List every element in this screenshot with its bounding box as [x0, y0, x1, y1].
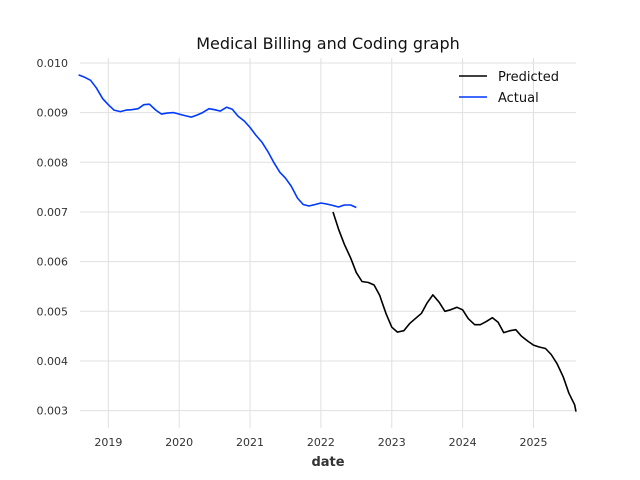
x-tick-label: 2021 — [236, 436, 264, 449]
y-tick-label: 0.006 — [37, 256, 69, 269]
y-tick-label: 0.007 — [37, 206, 69, 219]
chart-title: Medical Billing and Coding graph — [196, 34, 460, 53]
y-tick-label: 0.009 — [37, 107, 69, 120]
series-line-actual — [78, 74, 357, 209]
legend: Predicted Actual — [459, 70, 559, 106]
grid — [80, 58, 576, 428]
x-tick-label: 2020 — [165, 436, 193, 449]
x-axis-ticks: 2019 2020 2021 2022 2023 2024 2025 — [94, 436, 547, 449]
legend-label-actual: Actual — [498, 91, 539, 106]
legend-label-predicted: Predicted — [498, 70, 559, 85]
y-tick-label: 0.008 — [37, 156, 69, 169]
x-tick-label: 2024 — [449, 436, 477, 449]
x-tick-label: 2023 — [378, 436, 406, 449]
y-tick-label: 0.003 — [37, 405, 69, 418]
series-layer — [78, 74, 577, 412]
x-tick-label: 2019 — [94, 436, 122, 449]
x-tick-label: 2022 — [307, 436, 335, 449]
y-tick-label: 0.005 — [37, 305, 69, 318]
y-tick-label: 0.010 — [37, 57, 69, 70]
y-axis-ticks: 0.003 0.004 0.005 0.006 0.007 0.008 0.009 0.010 — [37, 57, 69, 418]
x-axis-label: date — [311, 455, 344, 470]
y-tick-label: 0.004 — [37, 355, 69, 368]
x-tick-label: 2025 — [519, 436, 547, 449]
series-line-predicted — [332, 211, 577, 412]
